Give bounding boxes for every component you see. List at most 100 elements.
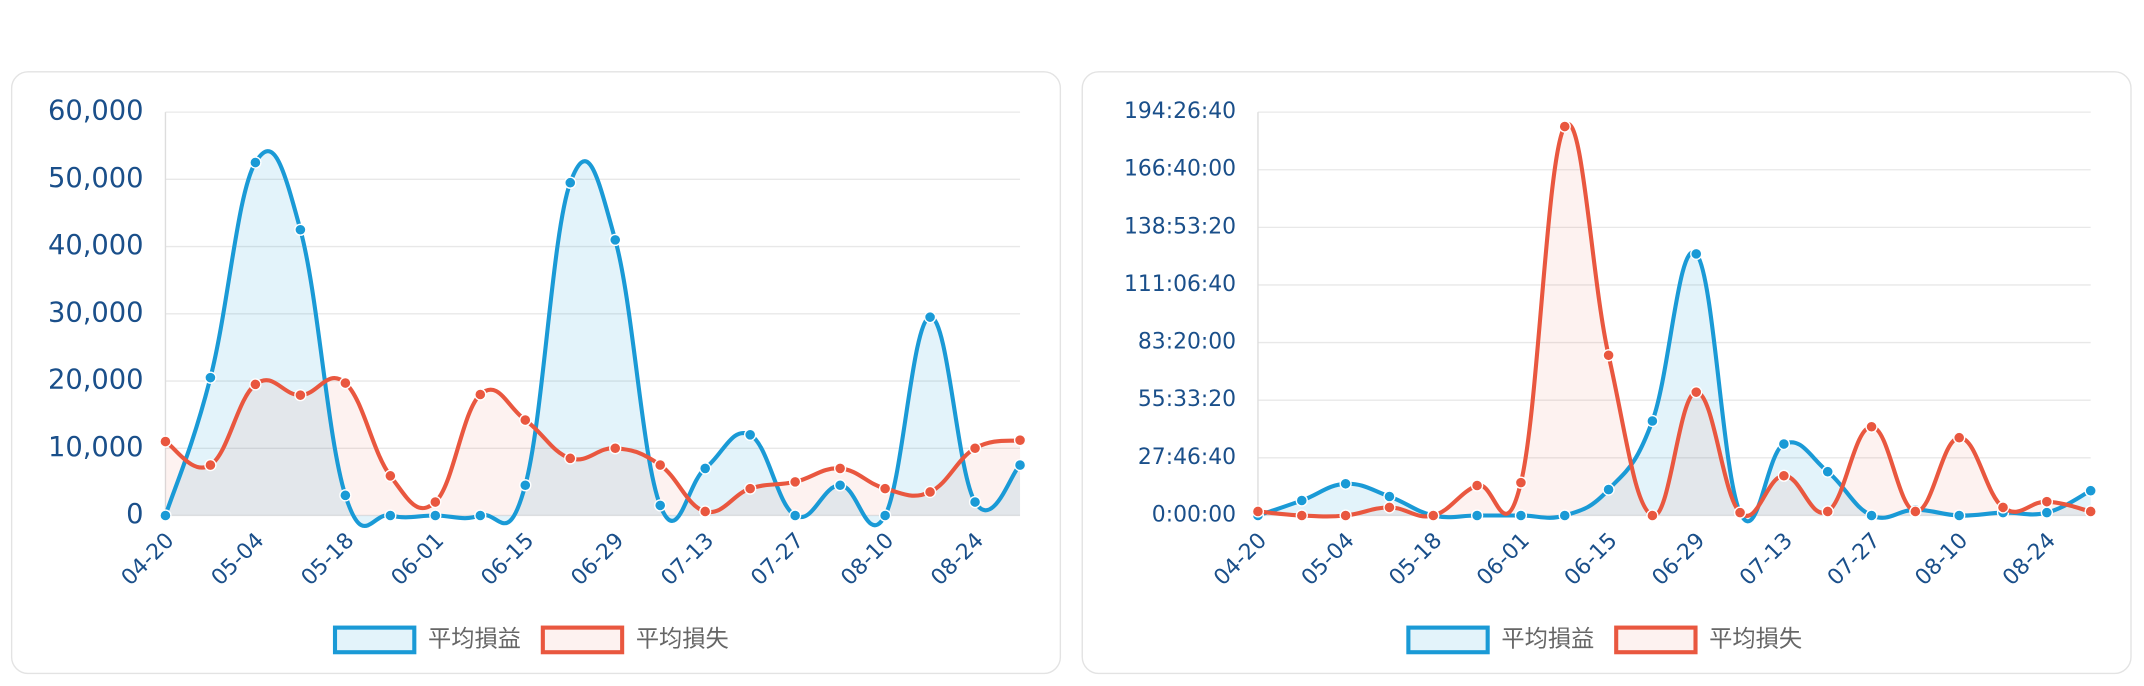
point (1383, 501, 1396, 514)
legend-label: 平均損失 (1709, 625, 1802, 652)
point (1383, 490, 1396, 503)
point (384, 509, 397, 522)
point (609, 233, 622, 247)
point (2040, 506, 2053, 519)
point (1909, 505, 1922, 518)
point (159, 509, 172, 522)
card (10, 71, 1062, 675)
point (699, 462, 712, 475)
point (1646, 509, 1659, 522)
y-tick-label: 0:00:00 (1152, 502, 1236, 527)
point (1690, 386, 1703, 399)
point (699, 505, 712, 518)
point (519, 479, 532, 492)
y-tick-label: 10,000 (48, 432, 144, 463)
point (1953, 509, 1966, 522)
point (2040, 495, 2053, 508)
point (654, 499, 667, 512)
y-tick-label: 138:53:20 (1124, 214, 1236, 239)
point (1295, 494, 1308, 507)
y-tick-label: 194:26:40 (1124, 99, 1236, 124)
y-tick-label: 55:33:20 (1138, 387, 1236, 412)
point (339, 376, 352, 390)
point (204, 458, 217, 472)
point (609, 442, 622, 455)
point (474, 509, 487, 522)
point (1339, 477, 1352, 490)
point (1602, 483, 1615, 496)
y-tick-label: 60,000 (48, 96, 144, 127)
legend-swatch (1614, 625, 1698, 655)
point (968, 495, 982, 509)
point (1013, 458, 1027, 472)
point (654, 458, 667, 472)
point (294, 223, 307, 236)
point (1470, 479, 1484, 492)
point (1295, 509, 1308, 522)
point (923, 311, 937, 324)
point (294, 388, 307, 402)
point (1470, 509, 1484, 522)
point (1558, 509, 1571, 522)
point (1690, 247, 1703, 261)
point (878, 509, 892, 522)
point (1865, 509, 1878, 522)
legend-label: 平均損益 (428, 625, 521, 652)
point (1514, 476, 1528, 489)
legend-swatch (540, 625, 625, 655)
point (1821, 505, 1834, 518)
point (878, 482, 892, 495)
point (1558, 120, 1571, 133)
point (1013, 434, 1027, 447)
point (1602, 349, 1615, 362)
point (1514, 509, 1528, 522)
area-fill (165, 151, 1021, 526)
y-tick-label: 50,000 (48, 163, 144, 194)
point (249, 378, 262, 391)
point (1996, 501, 2010, 514)
point (1821, 465, 1834, 478)
point (159, 435, 172, 448)
point (474, 388, 487, 401)
point (833, 462, 847, 475)
y-tick-label: 27:46:40 (1138, 445, 1236, 470)
legend-label: 平均損益 (1501, 625, 1594, 652)
point (1777, 469, 1791, 482)
point (1339, 509, 1352, 522)
legend-swatch (332, 625, 417, 655)
point (564, 176, 577, 189)
y-tick-label: 40,000 (48, 230, 144, 261)
area-fill (165, 378, 1021, 516)
point (833, 479, 847, 492)
point (2084, 484, 2097, 497)
point (429, 495, 442, 509)
point (1953, 431, 1966, 444)
point (788, 509, 802, 522)
point (1865, 420, 1878, 433)
point (204, 371, 217, 384)
legend-label: 平均損失 (636, 625, 729, 652)
point (1427, 509, 1440, 522)
point (744, 482, 757, 495)
card (1081, 71, 2132, 675)
point (384, 469, 397, 482)
point (564, 452, 577, 465)
y-tick-label: 20,000 (48, 365, 144, 396)
point (519, 413, 532, 427)
y-tick-label: 30,000 (48, 297, 144, 328)
point (744, 428, 757, 441)
legend-swatch (1406, 625, 1490, 655)
y-tick-label: 83:20:00 (1138, 330, 1236, 355)
point (1777, 437, 1791, 451)
point (1733, 506, 1747, 519)
point (1646, 414, 1659, 428)
point (1251, 505, 1265, 518)
point (249, 156, 262, 169)
y-tick-label: 0 (126, 499, 143, 530)
y-tick-label: 111:06:40 (1124, 272, 1236, 297)
point (923, 485, 937, 499)
area-fill (1257, 252, 2091, 522)
point (788, 475, 802, 489)
y-tick-label: 166:40:00 (1124, 157, 1236, 182)
